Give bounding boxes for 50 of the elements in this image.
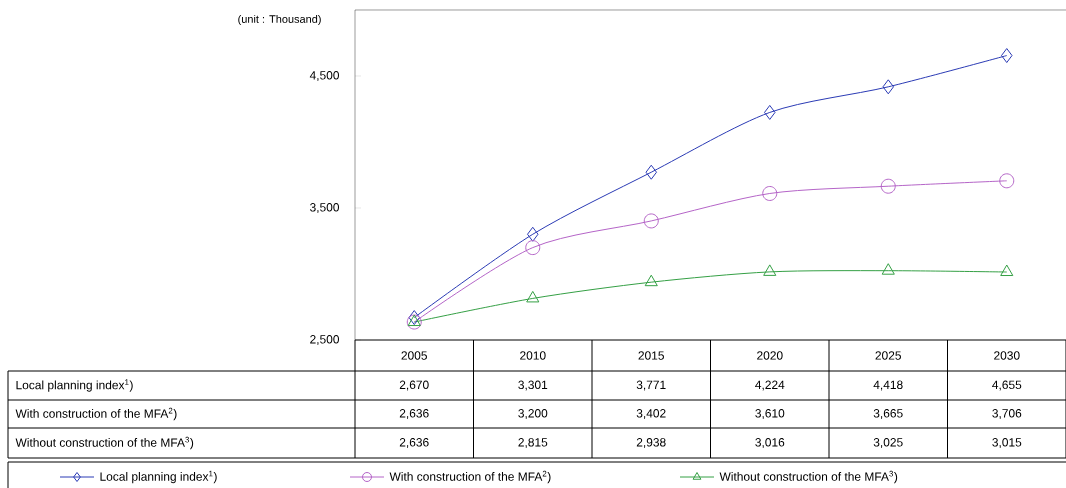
- point: [762, 185, 778, 201]
- data-label: 2,670: [399, 380, 429, 391]
- data-label: 2,636: [399, 409, 429, 419]
- data-label: 4,655: [992, 380, 1022, 391]
- point: [408, 310, 420, 326]
- data-label: 3,301: [518, 380, 548, 391]
- point: [526, 290, 540, 303]
- data-label: 3,706: [992, 409, 1022, 419]
- legend-label: Without construction of the MFA$^{3}$): [719, 470, 898, 484]
- y-tick-label: 2,500: [310, 335, 340, 345]
- data-label: 2,636: [399, 438, 429, 448]
- x-tick-label: 2015: [638, 351, 664, 360]
- point: [645, 164, 658, 180]
- point: [882, 79, 895, 95]
- point: [1000, 264, 1014, 277]
- data-label: 3,025: [873, 438, 903, 448]
- data-label: 3,771: [636, 380, 666, 391]
- data-label: 2,938: [636, 438, 666, 448]
- data-label: 2,815: [518, 438, 548, 448]
- data-label: 4,224: [755, 380, 785, 391]
- point: [643, 213, 659, 229]
- text: (unit : Thousand): [238, 14, 321, 26]
- text: Local planning index$^{1}$): [16, 379, 133, 392]
- x-tick-label: 2030: [994, 351, 1020, 360]
- point: [527, 226, 539, 242]
- point: [1001, 48, 1013, 64]
- legend-label: With construction of the MFA$^{2}$): [389, 470, 551, 484]
- data-label: 3,200: [518, 409, 548, 419]
- x-tick-label: 2020: [757, 351, 783, 360]
- x-tick-label: 2005: [401, 351, 427, 360]
- data-label: 3,015: [992, 438, 1022, 448]
- point: [880, 178, 896, 194]
- x-tick-label: 2025: [875, 351, 901, 360]
- point: [763, 264, 777, 276]
- point: [644, 274, 658, 287]
- point: [764, 104, 776, 120]
- data-label: 3,610: [755, 409, 785, 419]
- y-tick-label: 4,500: [309, 71, 340, 81]
- text: Without construction of the MFA$^{3}$): [15, 436, 194, 450]
- x-tick-label: 2010: [520, 351, 546, 360]
- y-tick-label: 3,500: [310, 203, 340, 213]
- data-label: 3,665: [873, 409, 903, 419]
- point: [881, 263, 895, 275]
- legend-label: Local planning index$^{1}$): [100, 470, 217, 484]
- text: With construction of the MFA$^{2}$): [15, 407, 177, 421]
- data-label: 3,016: [755, 438, 785, 448]
- point: [999, 173, 1015, 189]
- point: [525, 240, 541, 256]
- data-label: 4,418: [873, 380, 903, 391]
- data-label: 3,402: [636, 409, 666, 419]
